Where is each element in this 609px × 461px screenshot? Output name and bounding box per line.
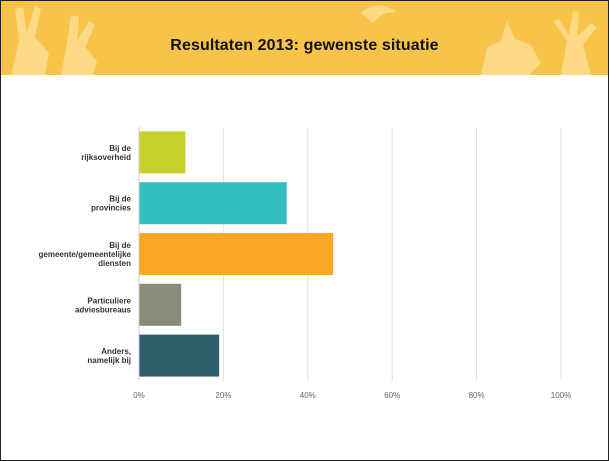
x-tick-label: 20%: [215, 391, 231, 400]
category-label: namelijk bij: [87, 356, 131, 365]
x-tick-label: 60%: [384, 391, 400, 400]
animal-silhouettes: [11, 5, 597, 75]
category-label: Anders,: [101, 347, 131, 356]
category-label: Bij de: [109, 195, 131, 204]
bird-silhouette: [361, 5, 397, 23]
category-label: provincies: [91, 204, 132, 213]
category-label: Particuliere: [87, 296, 131, 305]
rabbit-silhouette: [61, 15, 97, 75]
x-tick-label: 100%: [551, 391, 571, 400]
slide-title: Resultaten 2013: gewenste situatie: [170, 37, 439, 54]
category-label: rijksoverheid: [81, 153, 131, 162]
bar: [139, 283, 182, 326]
bar: [139, 182, 287, 225]
antler-silhouette: [553, 11, 597, 75]
bar: [139, 233, 334, 275]
hare-silhouette: [11, 5, 49, 75]
x-tick-label: 0%: [133, 391, 145, 400]
category-label: diensten: [98, 259, 131, 268]
category-label: Bij de: [109, 241, 131, 250]
category-label: adviesbureaus: [75, 305, 132, 314]
title-banner: Resultaten 2013: gewenste situatie: [1, 1, 608, 75]
category-label: gemeente/gemeentelijke: [39, 250, 132, 259]
bar: [139, 334, 220, 377]
bar: [139, 131, 186, 174]
fox-silhouette: [481, 21, 541, 75]
x-tick-label: 40%: [300, 391, 316, 400]
category-label: Bij de: [109, 144, 131, 153]
x-tick-label: 80%: [469, 391, 485, 400]
